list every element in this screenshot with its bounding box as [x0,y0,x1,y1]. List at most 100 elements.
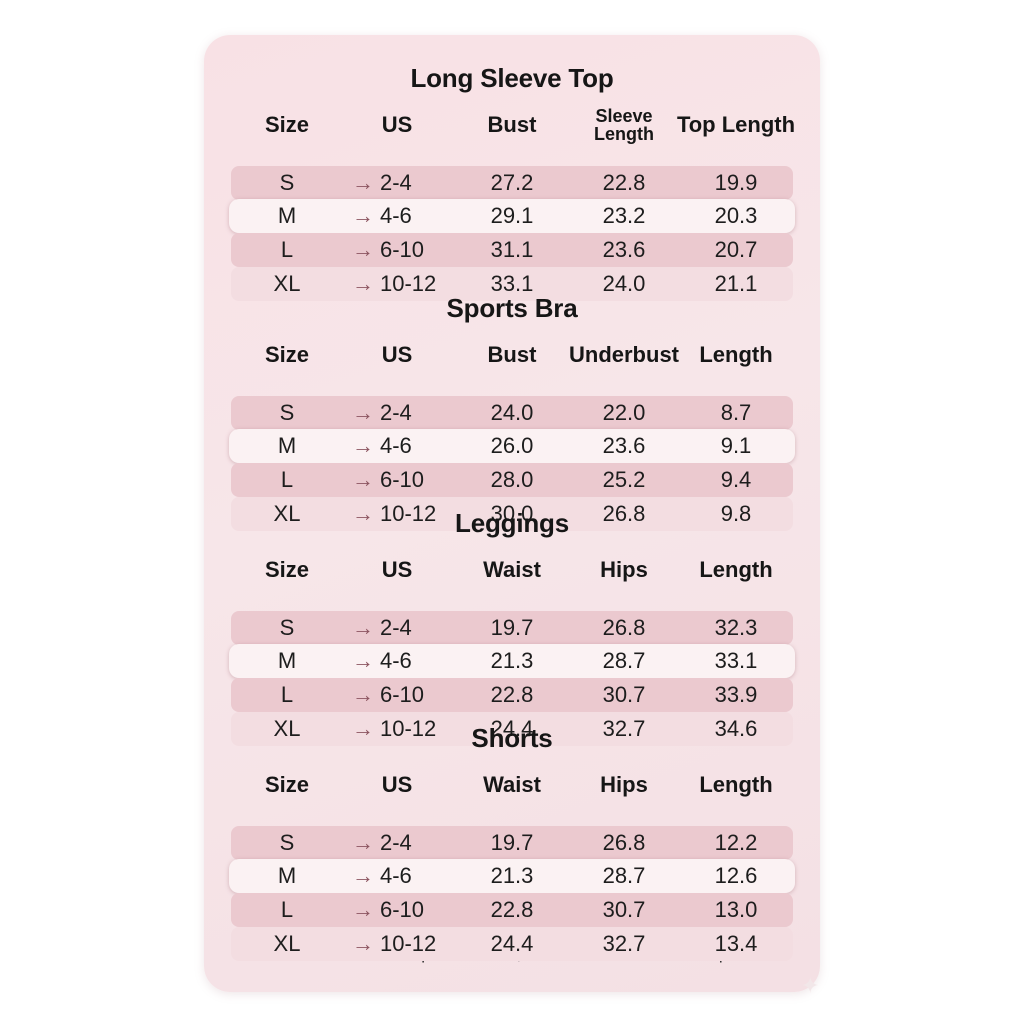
us-size-cell: → 10-12 [352,497,462,531]
size-cell: XL [273,716,301,741]
us-size-value: 10-12 [380,501,437,526]
size-cell: M [277,203,297,228]
arrow-right-icon: → [352,897,374,922]
table-row: L → 6-10 22.8 30.7 33.9 [231,678,793,712]
table-row: L → 6-10 22.8 30.7 13.0 [231,893,793,927]
measure-cell: 26.8 [602,501,646,526]
size-cell: S [279,830,295,855]
measure-cell: 22.8 [490,682,534,707]
table-row: S → 2-4 27.2 22.8 19.9 [231,166,793,200]
us-size-value: 4-6 [380,433,412,458]
size-cell: M [277,863,297,888]
arrow-right-icon: → [352,615,374,640]
table-row: S → 2-4 24.0 22.0 8.7 [231,396,793,430]
size-table: S → 2-4 24.0 22.0 8.7 M → 4-6 26.0 23.6 9.1 L → 6-10 28… [229,396,795,531]
us-size-value: 2-4 [380,170,412,195]
measure-cell: 9.1 [720,433,752,458]
size-cell: L [280,682,294,707]
column-header-c2: Hips [600,772,648,797]
section-title: Leggings [455,508,569,538]
table-row: M → 4-6 21.3 28.7 12.6 [229,859,795,893]
arrow-right-icon: → [352,400,374,425]
size-cell: XL [273,931,301,956]
measure-cell: 28.7 [602,863,646,888]
us-size-cell: → 4-6 [352,429,462,463]
column-header-c3: Length [699,342,773,367]
measure-cell: 33.1 [714,648,758,673]
arrow-right-icon: → [352,271,374,296]
us-size-cell: → 2-4 [352,611,462,645]
table-row: XL → 10-12 24.4 32.7 13.4 [231,927,793,961]
us-size-cell: → 4-6 [352,859,462,893]
size-table: S → 2-4 19.7 26.8 32.3 M → 4-6 21.3 28.7 33.1 L → 6-10… [229,611,795,746]
measure-cell: 21.1 [714,271,758,296]
measure-cell: 32.3 [714,615,758,640]
measure-cell: 26.8 [602,615,646,640]
us-size-cell: → 2-4 [352,396,462,430]
measure-cell: 12.6 [714,863,758,888]
measure-cell: 19.7 [490,830,534,855]
column-header-c3: Top Length [676,112,796,137]
column-header-c2: Sleeve Length [594,106,654,144]
us-size-value: 4-6 [380,648,412,673]
arrow-right-icon: → [352,716,374,741]
column-header-us: US [381,557,413,582]
measure-cell: 19.7 [490,615,534,640]
measure-cell: 33.1 [490,271,534,296]
measure-cell: 8.7 [720,400,752,425]
table-row: M → 4-6 21.3 28.7 33.1 [229,644,795,678]
measure-cell: 25.2 [602,467,646,492]
measure-cell: 21.3 [490,863,534,888]
measure-cell: 22.8 [602,170,646,195]
us-size-value: 6-10 [380,897,425,922]
us-size-value: 6-10 [380,682,425,707]
column-header-c1: Waist [483,772,541,797]
column-header-c2: Underbust [569,342,679,367]
arrow-right-icon: → [352,648,374,673]
column-header-c1: Bust [487,112,537,137]
measure-cell: 22.0 [602,400,646,425]
us-size-cell: → 10-12 [352,927,462,961]
table-row: XL → 10-12 24.4 32.7 34.6 [231,712,793,746]
measure-cell: 24.0 [602,271,646,296]
us-size-cell: → 4-6 [352,644,462,678]
section-title: Sports Bra [446,293,578,323]
us-size-cell: → 6-10 [352,463,462,497]
measure-cell: 33.9 [714,682,758,707]
table-row: XL → 10-12 33.1 24.0 21.1 [231,267,793,301]
size-cell: L [280,897,294,922]
measure-cell: 29.1 [490,203,534,228]
us-size-cell: → 6-10 [352,233,462,267]
measure-cell: 30.7 [602,682,646,707]
table-row: S → 2-4 19.7 26.8 12.2 [231,826,793,860]
arrow-right-icon: → [352,682,374,707]
measure-cell: 27.2 [490,170,534,195]
size-table: S → 2-4 19.7 26.8 12.2 M → 4-6 21.3 28.7 12.6 L → 6-10… [229,826,795,961]
table-row: S → 2-4 19.7 26.8 32.3 [231,611,793,645]
column-header-us: US [381,112,413,137]
column-header-c3: Length [699,772,773,797]
us-size-cell: → 6-10 [352,893,462,927]
measure-cell: 13.0 [714,897,758,922]
size-cell: M [277,648,297,673]
arrow-right-icon: → [352,203,374,228]
us-size-cell: → 2-4 [352,826,462,860]
column-header-c2: Hips [600,557,648,582]
size-cell: S [279,615,295,640]
arrow-right-icon: → [352,237,374,262]
arrow-right-icon: → [352,931,374,956]
arrow-right-icon: → [352,501,374,526]
measure-cell: 20.3 [714,203,758,228]
us-size-value: 10-12 [380,271,437,296]
measure-cell: 22.8 [490,897,534,922]
measure-cell: 23.6 [602,433,646,458]
us-size-cell: → 10-12 [352,712,462,746]
us-size-value: 6-10 [380,467,425,492]
us-size-value: 2-4 [380,830,412,855]
column-header-size: Size [264,772,310,797]
measure-cell: 32.7 [602,931,646,956]
measure-cell: 32.7 [602,716,646,741]
measure-cell: 31.1 [490,237,534,262]
measure-cell: 23.6 [602,237,646,262]
measure-cell: 24.4 [490,931,534,956]
